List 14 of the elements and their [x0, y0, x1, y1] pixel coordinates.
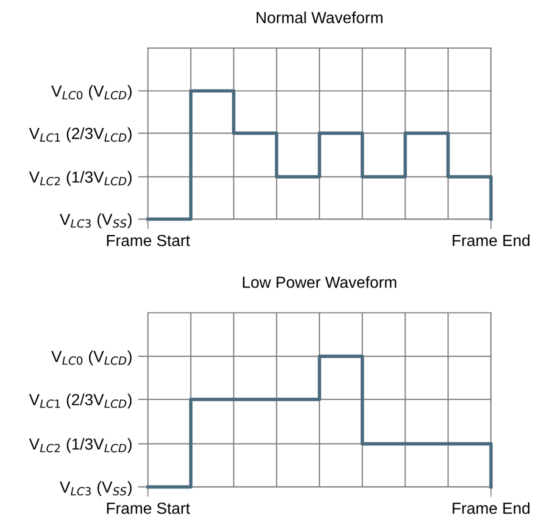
- x-tick-label: Frame End: [452, 234, 530, 246]
- x-tick-label: Frame Start: [107, 502, 190, 514]
- ref-line-label: V$_{LC3}$ (V$_{SS}$): [60, 481, 132, 496]
- x-tick-label: Frame Start: [107, 234, 190, 246]
- ref-line-label: V$_{LC2}$ (1/3V$_{LCD}$): [29, 438, 132, 453]
- ref-line-label: V$_{LC3}$ (V$_{SS}$): [60, 213, 132, 228]
- ref-line-label: V$_{LC2}$ (1/3V$_{LCD}$): [29, 170, 132, 186]
- ref-line-label: V$_{LC0}$ (V$_{LCD}$): [51, 85, 132, 100]
- ref-line-label: V$_{LC0}$ (V$_{LCD}$): [51, 350, 132, 366]
- ref-line-label: V$_{LC1}$ (2/3V$_{LCD}$): [29, 394, 132, 408]
- ref-line-label: V$_{LC1}$ (2/3V$_{LCD}$): [29, 127, 132, 142]
- chart-title: Low Power Waveform: [242, 276, 396, 288]
- chart-title: Normal Waveform: [256, 12, 382, 24]
- x-tick-label: Frame End: [452, 502, 530, 514]
